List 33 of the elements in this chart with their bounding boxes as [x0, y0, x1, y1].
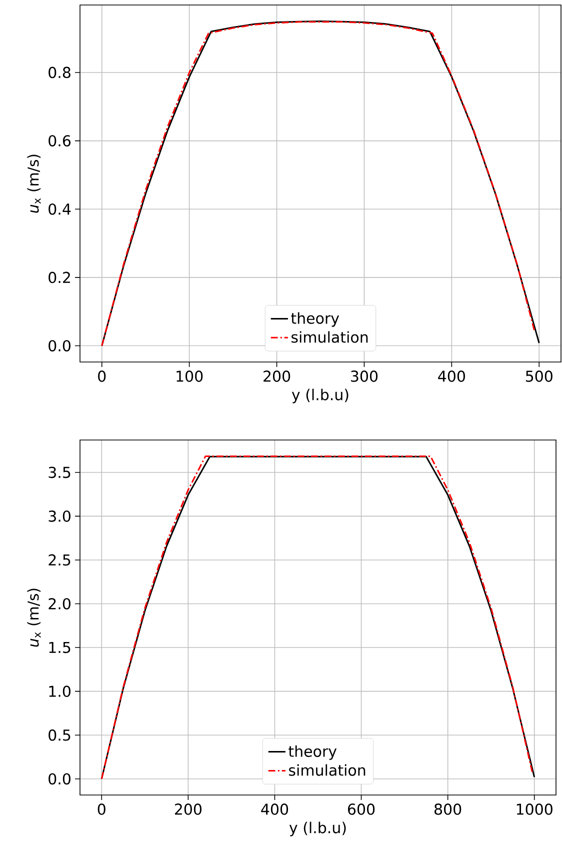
legend-label: simulation [292, 331, 368, 343]
y-tick-label: 3.0 [48, 510, 70, 522]
x-axis-title: y (l.b.u) [289, 822, 346, 836]
y-axis-title: u$_{x}$ (m/s) [27, 154, 41, 213]
y-axis-title: u$_{x}$ (m/s) [27, 588, 41, 647]
x-tick-label: 600 [348, 804, 375, 815]
y-tick-label: 0.4 [48, 203, 71, 215]
x-tick-label: 100 [176, 370, 203, 382]
y-tick-label: 2.0 [48, 598, 70, 610]
legend-label: theory [291, 312, 340, 327]
y-tick-label: 0.2 [48, 272, 70, 284]
legend-label: simulation [289, 764, 366, 776]
y-tick-label: 2.5 [48, 554, 70, 566]
x-tick-label: 1000 [516, 804, 552, 815]
x-tick-label: 400 [438, 370, 465, 382]
x-tick-label: 500 [526, 370, 552, 382]
y-tick-label: 1.0 [49, 686, 70, 697]
y-tick-label: 0.6 [48, 135, 71, 146]
x-tick-label: 0 [98, 370, 106, 382]
y-tick-label: 0.5 [48, 729, 70, 741]
x-tick-label: 300 [351, 370, 378, 382]
y-tick-label: 0.0 [48, 340, 70, 352]
x-tick-label: 0 [98, 804, 106, 815]
y-tick-label: 1.5 [49, 642, 70, 654]
y-tick-label: 3.5 [48, 466, 70, 478]
y-tick-label: 0.8 [48, 66, 70, 78]
legend-label: theory [288, 745, 337, 760]
x-tick-label: 400 [261, 804, 288, 815]
x-axis-title: y (l.b.u) [292, 388, 348, 404]
x-tick-label: 800 [434, 804, 462, 815]
y-tick-label: 0.0 [48, 773, 70, 785]
x-tick-label: 200 [264, 370, 290, 382]
x-tick-label: 200 [174, 804, 202, 815]
